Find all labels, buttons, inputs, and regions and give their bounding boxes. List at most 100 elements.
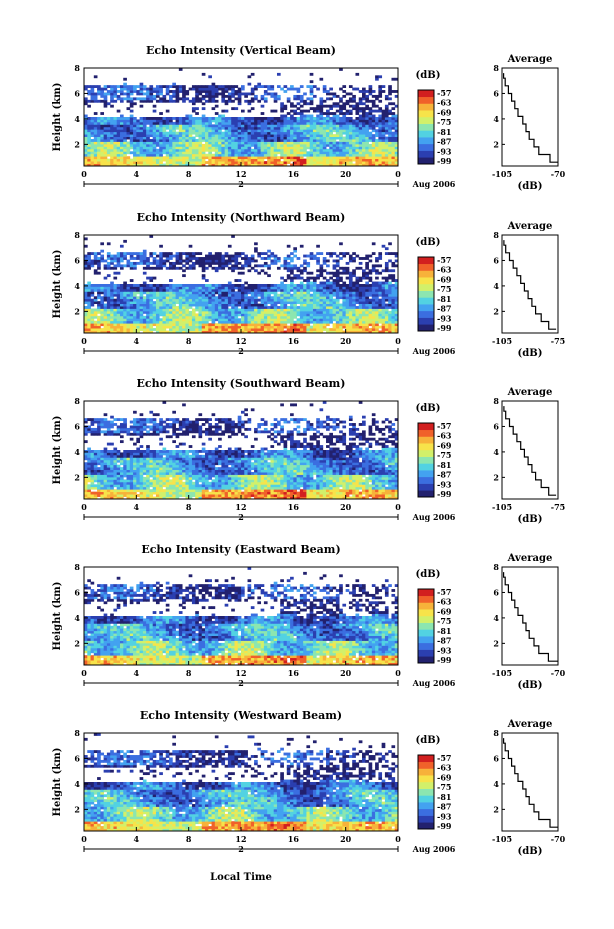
heatmap-cell [355,87,360,91]
heatmap-cell [247,298,252,302]
heatmap-cell [257,308,262,312]
heatmap-cell [263,99,268,103]
heatmap-cell [123,318,127,322]
heatmap-cell [263,306,268,309]
heatmap-cell [113,143,118,147]
heatmap-cell [276,293,281,297]
heatmap-cell [172,153,176,157]
heatmap-cell [335,151,340,155]
heatmap-cell [254,308,258,312]
heatmap-cell [326,163,330,167]
heatmap-cell [342,153,347,157]
heatmap-cell [142,291,147,295]
heatmap-cell [205,298,209,302]
heatmap-cell [384,158,389,162]
heatmap-cell [119,85,124,88]
heatmap-cell [103,323,108,327]
heatmap-cell [303,124,307,128]
heatmap-cell [339,306,343,309]
heatmap-cell [155,254,160,258]
heatmap-cell [93,129,98,133]
heatmap-cell [296,151,301,155]
heatmap-cell [362,146,366,150]
heatmap-cell [365,146,369,150]
heatmap-cell [155,87,160,91]
heatmap-cell [172,143,176,147]
heatmap-cell [316,117,320,120]
heatmap-cell [142,99,147,103]
heatmap-cell [290,85,294,88]
heatmap-cell [375,288,379,292]
heatmap-cell [339,284,343,287]
heatmap-cell [100,124,105,128]
heatmap-cell [182,141,186,145]
heatmap-cell [172,286,176,290]
heatmap-cell [257,85,262,88]
heatmap-cell [208,293,212,297]
heatmap-cell [319,320,324,324]
heatmap-cell [198,129,203,133]
heatmap-cell [394,291,399,295]
heatmap-cell [309,97,314,101]
heatmap-cell [244,259,248,263]
heatmap-cell [110,288,114,292]
heatmap-cell [329,117,333,120]
heatmap-cell [221,131,226,135]
heatmap-cell [126,320,131,324]
heatmap-cell [319,126,324,130]
heatmap-cell [155,284,160,287]
heatmap-cell [241,161,245,164]
heatmap-cell [280,156,284,160]
heatmap-cell [155,310,160,314]
heatmap-cell [214,163,219,167]
heatmap-cell [355,315,360,319]
heatmap-cell [378,117,383,120]
heatmap-cell [368,124,373,128]
heatmap-cell [345,146,350,150]
heatmap-cell [106,242,111,246]
heatmap-cell [312,328,317,331]
heatmap-cell [326,156,330,160]
heatmap-cell [250,148,255,152]
heatmap-cell [306,261,311,265]
heatmap-cell [306,109,311,113]
heatmap-cell [188,293,193,297]
heatmap-cell [93,126,98,130]
heatmap-cell [352,330,356,334]
heatmap-cell [329,254,333,258]
heatmap-cell [97,136,101,140]
heatmap-cell [375,109,379,113]
heatmap-cell [319,286,324,290]
heatmap-cell [208,134,212,137]
heatmap-cell [358,291,363,295]
heatmap-cell [329,153,333,157]
heatmap-cell [348,161,353,164]
heatmap-cell [352,146,356,150]
heatmap-cell [345,156,350,160]
heatmap-cell [273,261,278,265]
heatmap-cell [312,291,317,295]
heatmap-cell [250,163,255,167]
heatmap-cell [388,141,392,145]
heatmap-cell [241,121,245,125]
heatmap-cell [319,161,324,164]
heatmap-cell [329,271,333,275]
heatmap-cell [119,298,124,302]
heatmap-cell [241,288,245,292]
heatmap-cell [218,284,222,287]
heatmap-cell [119,117,124,120]
heatmap-cell [237,90,242,93]
heatmap-cell [326,131,330,135]
heatmap-cell [283,291,288,295]
heatmap-cell [244,153,248,157]
heatmap-cell [195,291,199,295]
heatmap-cell [381,153,386,157]
heatmap-cell [188,124,193,128]
heatmap-cell [198,87,203,91]
heatmap-cell [244,325,248,329]
heatmap-cell [388,288,392,292]
heatmap-cell [332,126,337,130]
heatmap-cell [227,163,232,167]
heatmap-cell [273,288,278,292]
heatmap-cell [312,94,317,98]
